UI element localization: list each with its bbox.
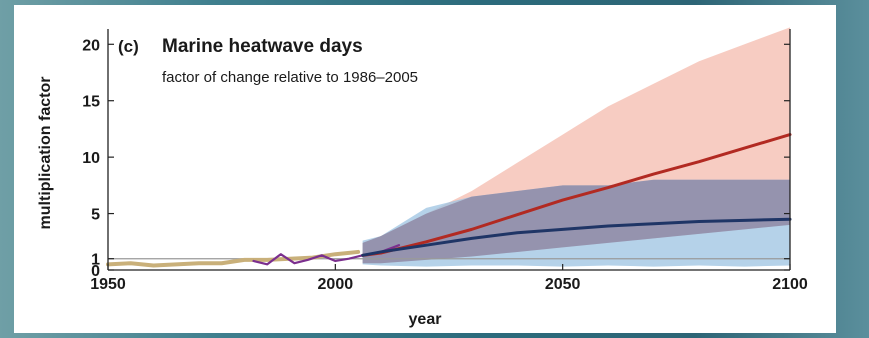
overlap-band (362, 179, 790, 264)
chart-panel: 0 1 5 10 15 20 1950 2000 2050 2100 (c) Marine hea… (14, 5, 836, 333)
uncertainty-bands (362, 27, 790, 267)
low-line-series (361, 217, 792, 257)
x-tick-label: 2100 (772, 276, 808, 293)
y-tick-label: 10 (82, 150, 100, 167)
y-tick-label: 0 (91, 263, 100, 280)
series-lines (106, 133, 792, 268)
x-tick-label: 2000 (318, 276, 354, 293)
axes (107, 29, 791, 271)
y-tick-label: 20 (82, 37, 100, 54)
x-tick-label: 1950 (90, 276, 126, 293)
x-axis-label: year (409, 311, 442, 328)
y-axis-label: multiplication factor (37, 77, 54, 230)
y-tick-label: 15 (82, 94, 100, 111)
chart-title: Marine heatwave days (162, 36, 363, 57)
chart-subtitle: factor of change relative to 1986–2005 (162, 69, 418, 86)
panel-letter: (c) (118, 37, 139, 56)
x-tick-label: 2050 (545, 276, 581, 293)
y-tick-label: 1 (91, 252, 100, 269)
high-line-series (361, 133, 792, 257)
y-tick-label: 5 (91, 207, 100, 224)
